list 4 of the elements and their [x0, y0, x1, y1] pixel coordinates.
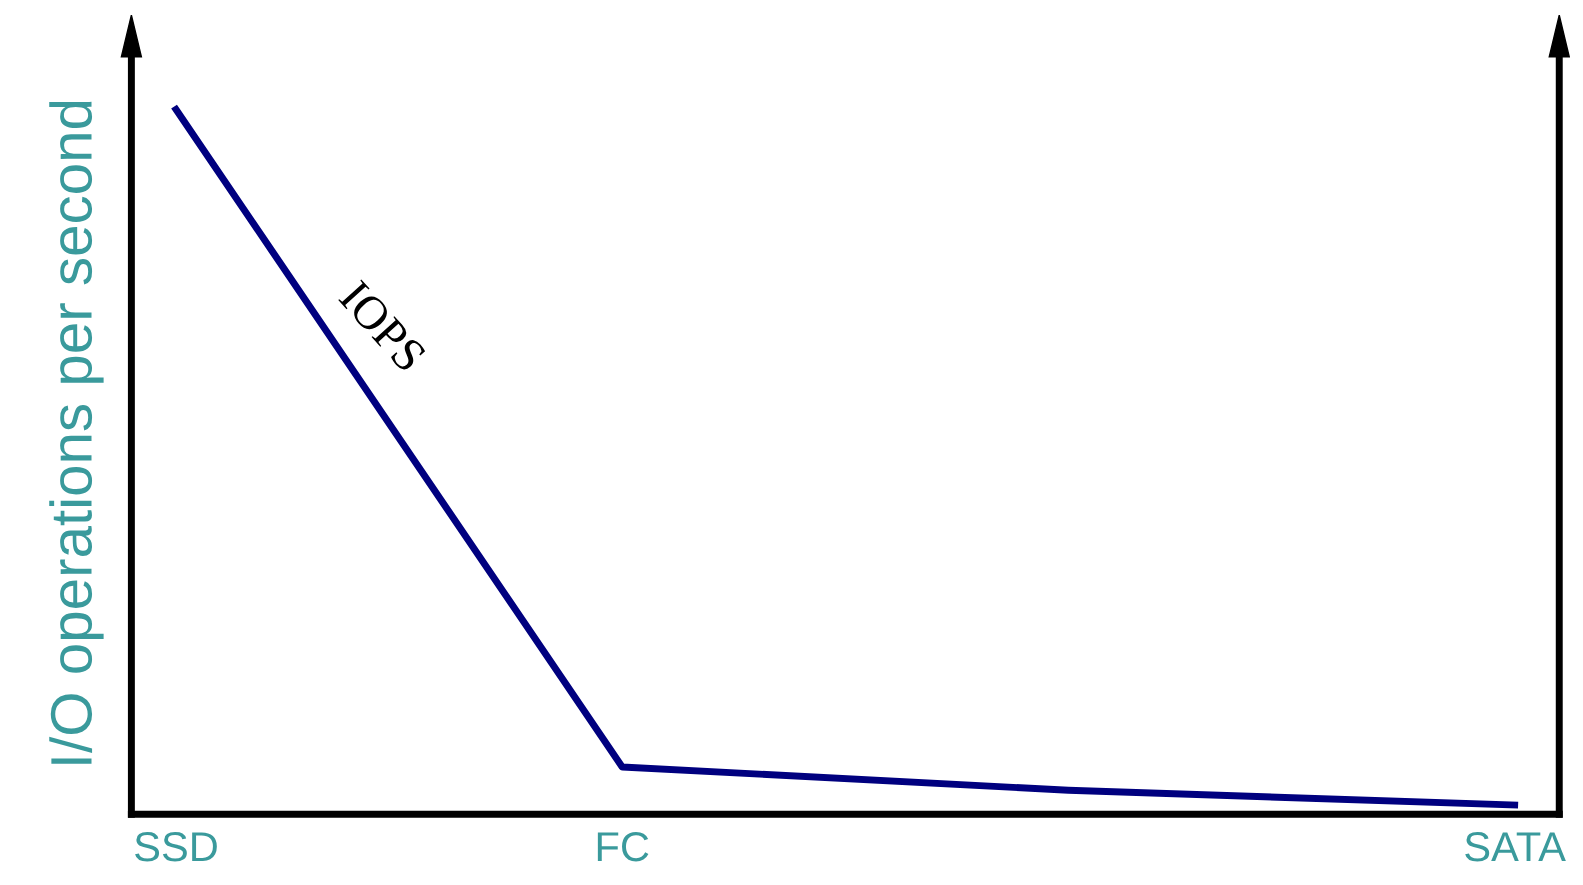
x-tick-label: SSD: [135, 831, 217, 862]
y-axis-title: I/O operations per second: [49, 101, 104, 764]
x-tick-label: SATA: [1465, 831, 1566, 862]
x-tick-label: FC: [597, 831, 649, 862]
